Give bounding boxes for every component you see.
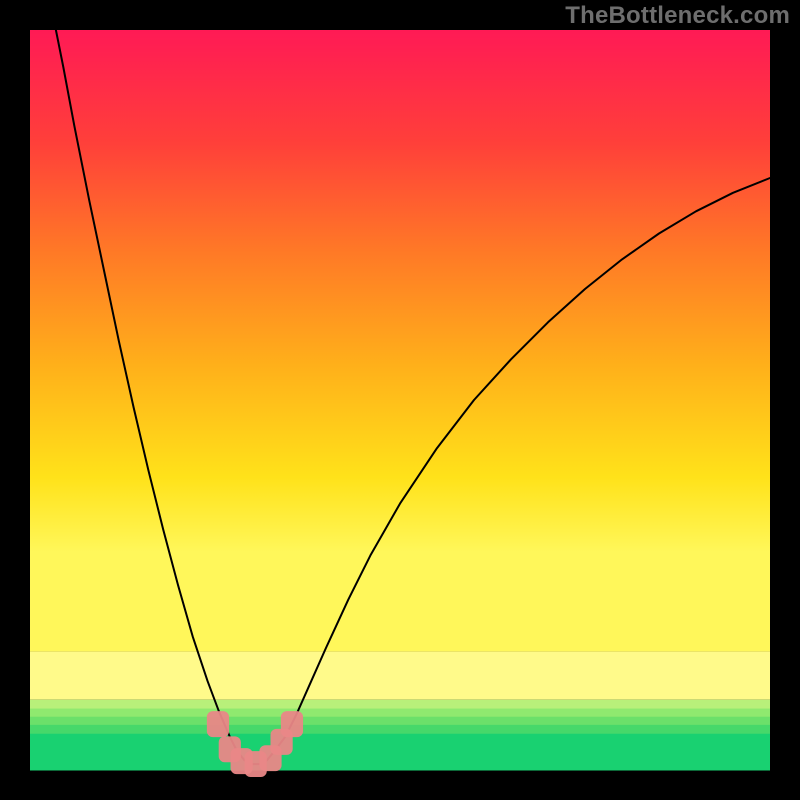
plot-background-gradient bbox=[30, 30, 770, 652]
yellow-band bbox=[30, 652, 770, 700]
watermark-text: TheBottleneck.com bbox=[565, 2, 790, 30]
green-band-3 bbox=[30, 725, 770, 734]
curve-marker-0 bbox=[207, 711, 229, 737]
chart-container: TheBottleneck.com bbox=[0, 0, 800, 800]
green-band-2 bbox=[30, 717, 770, 726]
green-band-4 bbox=[30, 734, 770, 771]
bottleneck-curve-chart bbox=[0, 0, 800, 800]
curve-marker-6 bbox=[281, 711, 303, 737]
green-band-1 bbox=[30, 709, 770, 718]
green-band-0 bbox=[30, 700, 770, 709]
